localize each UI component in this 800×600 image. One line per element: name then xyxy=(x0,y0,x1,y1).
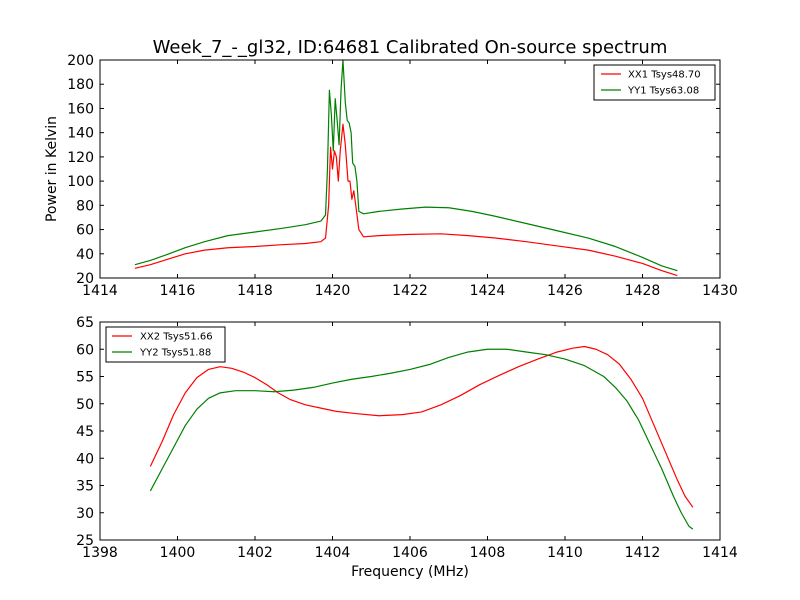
top-y-tick-label: 60 xyxy=(76,223,94,239)
bottom-y-tick-label: 55 xyxy=(76,370,94,386)
top-y-tick-label: 80 xyxy=(76,198,94,214)
top-x-tick-label: 1414 xyxy=(82,283,118,299)
top-panel-ticks: 1414 1416 1418 1420 1422 1424 1426 1428 1430 20 40… xyxy=(67,53,738,299)
bottom-y-tick-label: 50 xyxy=(76,397,94,413)
bottom-x-tick-label: 1410 xyxy=(547,545,583,561)
top-y-tick-label: 100 xyxy=(67,174,94,190)
bottom-panel-lines xyxy=(149,345,694,530)
top-legend-label-xx1: XX1 Tsys48.70 xyxy=(628,70,701,81)
top-x-tick-label: 1430 xyxy=(702,283,738,299)
bottom-panel-axes xyxy=(99,321,721,541)
bottom-series-line-2 xyxy=(149,348,694,530)
bottom-y-tick-label: 30 xyxy=(76,506,94,522)
chart-title: Week_7_-_gl32, ID:64681 Calibrated On-so… xyxy=(153,37,668,58)
bottom-x-tick-label: 1398 xyxy=(82,545,118,561)
bottom-legend-label-yy2: YY2 Tsys51.88 xyxy=(139,348,211,359)
bottom-y-tick-label: 65 xyxy=(76,315,94,331)
top-x-tick-label: 1416 xyxy=(160,283,196,299)
bottom-x-tick-label: 1408 xyxy=(470,545,506,561)
bottom-legend-label-xx2: XX2 Tsys51.66 xyxy=(140,332,213,343)
bottom-x-tick-label: 1402 xyxy=(237,545,273,561)
top-x-tick-label: 1418 xyxy=(237,283,273,299)
bottom-series-line-1 xyxy=(149,345,694,508)
top-y-tick-label: 20 xyxy=(76,271,94,287)
bottom-x-tick-label: 1406 xyxy=(392,545,428,561)
bottom-x-tick-label: 1400 xyxy=(160,545,196,561)
bottom-x-tick-label: 1412 xyxy=(625,545,661,561)
bottom-y-tick-label: 25 xyxy=(76,533,94,549)
bottom-y-tick-label: 40 xyxy=(76,451,94,467)
top-x-tick-label: 1420 xyxy=(315,283,351,299)
x-axis-label: Frequency (MHz) xyxy=(351,564,469,580)
top-x-tick-label: 1422 xyxy=(392,283,428,299)
top-legend-label-yy1: YY1 Tsys63.08 xyxy=(627,86,699,97)
bottom-y-tick-label: 45 xyxy=(76,424,94,440)
top-series-line-1 xyxy=(134,123,678,277)
bottom-panel-ticks: 1398 1400 1402 1404 1406 1408 1410 1412 1414 25 30… xyxy=(76,315,738,561)
top-y-tick-label: 120 xyxy=(67,150,94,166)
top-y-tick-label: 180 xyxy=(67,77,94,93)
top-series-line-2 xyxy=(134,59,678,272)
bottom-x-tick-label: 1404 xyxy=(315,545,351,561)
bottom-legend: XX2 Tsys51.66 YY2 Tsys51.88 xyxy=(105,326,226,363)
top-panel-axes xyxy=(99,59,721,279)
bottom-y-tick-label: 60 xyxy=(76,342,94,358)
bottom-x-tick-label: 1414 xyxy=(702,545,738,561)
top-x-tick-label: 1428 xyxy=(625,283,661,299)
top-y-tick-label: 160 xyxy=(67,101,94,117)
top-x-tick-label: 1424 xyxy=(470,283,506,299)
top-x-tick-label: 1426 xyxy=(547,283,583,299)
top-y-tick-label: 200 xyxy=(67,53,94,69)
bottom-y-tick-label: 35 xyxy=(76,479,94,495)
top-panel-lines xyxy=(134,59,678,277)
top-legend: XX1 Tsys48.70 YY1 Tsys63.08 xyxy=(593,64,716,101)
top-y-tick-label: 40 xyxy=(76,247,94,263)
top-legend-box xyxy=(593,64,716,101)
top-y-axis-label: Power in Kelvin xyxy=(44,116,60,222)
top-y-tick-label: 140 xyxy=(67,126,94,142)
bottom-legend-box xyxy=(105,326,226,363)
